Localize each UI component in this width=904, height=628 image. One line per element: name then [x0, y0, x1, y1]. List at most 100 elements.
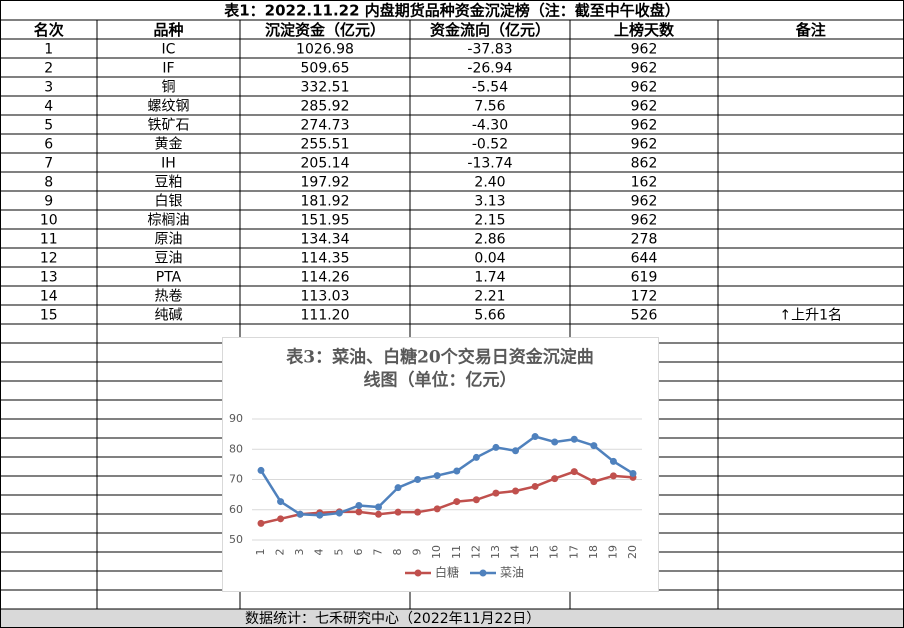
table-cell: 2 — [44, 61, 53, 77]
table-cell: 197.92 — [301, 175, 350, 191]
table-cell: 铁矿石 — [148, 118, 190, 134]
x-tick-label: 19 — [606, 545, 619, 559]
chart-title: 表3：菜油、白糖20个交易日资金沉淀曲 — [286, 347, 594, 368]
table-cell: 255.51 — [301, 137, 350, 153]
x-tick-label: 1 — [254, 549, 267, 556]
table-cell: IH — [161, 156, 176, 172]
point — [609, 472, 617, 480]
point — [453, 498, 461, 506]
point — [492, 489, 500, 497]
x-tick-label: 3 — [293, 549, 306, 556]
point — [570, 435, 578, 443]
table-cell: 162 — [631, 175, 658, 191]
x-tick-label: 15 — [528, 545, 541, 559]
table-cell: 6 — [44, 137, 53, 153]
point — [374, 503, 382, 511]
table-cell: 10 — [40, 213, 58, 229]
point — [512, 487, 520, 495]
x-tick-label: 11 — [450, 545, 463, 559]
table-cell: -0.52 — [472, 137, 508, 153]
point — [355, 508, 363, 516]
table-cell: 151.95 — [301, 213, 350, 229]
table-cell: 619 — [631, 270, 658, 286]
table-cell: 862 — [631, 156, 658, 172]
x-tick-label: 5 — [332, 549, 345, 556]
x-tick-label: 7 — [371, 549, 384, 556]
table-cell: 1 — [44, 42, 53, 58]
table-cell: 172 — [631, 289, 658, 305]
table-cell: 13 — [40, 270, 58, 286]
y-tick-label: 80 — [229, 442, 243, 455]
table-cell: 铜 — [162, 80, 176, 96]
table-cell: 15 — [40, 308, 58, 324]
header-cell: 品种 — [153, 21, 183, 39]
x-tick-label: 9 — [411, 549, 424, 556]
point — [257, 466, 265, 474]
point — [433, 472, 441, 480]
table-cell: 1026.98 — [296, 42, 354, 58]
table-cell: 274.73 — [301, 118, 350, 134]
table-cell: 962 — [631, 99, 658, 115]
table-cell: 2.40 — [474, 175, 505, 191]
table-cell: 332.51 — [301, 80, 350, 96]
table-cell: 棕榈油 — [148, 213, 190, 229]
table-cell: 12 — [40, 251, 58, 267]
table-cell: 8 — [44, 175, 53, 191]
table-cell: 2.86 — [474, 232, 505, 248]
footer-bg — [0, 609, 904, 628]
table-cell: IC — [162, 42, 176, 58]
table-cell: 114.35 — [301, 251, 350, 267]
x-tick-label: 18 — [587, 545, 600, 559]
table-cell: 962 — [631, 194, 658, 210]
point — [492, 443, 500, 451]
y-tick-label: 60 — [229, 503, 243, 516]
y-tick-label: 90 — [229, 412, 243, 425]
point — [414, 476, 422, 483]
table-cell: 3 — [44, 80, 53, 96]
table-cell: 豆油 — [155, 251, 183, 267]
table-cell: 962 — [631, 137, 658, 153]
table-cell: 1.74 — [474, 270, 505, 286]
table-cell: 2.21 — [474, 289, 505, 305]
table-cell: 纯碱 — [155, 308, 183, 324]
x-tick-label: 2 — [274, 549, 287, 556]
table-cell: 962 — [631, 118, 658, 134]
table-cell: 134.34 — [301, 232, 350, 248]
point — [394, 484, 402, 492]
table-cell: 白银 — [155, 194, 183, 210]
point — [551, 475, 559, 483]
table-cell: 526 — [631, 308, 658, 324]
table-cell: 111.20 — [301, 308, 350, 324]
x-tick-label: 17 — [567, 545, 580, 559]
table-cell: -13.74 — [467, 156, 512, 172]
table-cell: 0.04 — [474, 251, 505, 267]
table-cell: 644 — [631, 251, 658, 267]
table-cell: 181.92 — [301, 194, 350, 210]
table-cell: 5 — [44, 118, 53, 134]
point — [374, 510, 382, 518]
table-cell: -4.30 — [472, 118, 508, 134]
point — [472, 453, 480, 461]
x-tick-label: 6 — [352, 549, 365, 556]
x-tick-label: 4 — [313, 549, 326, 556]
point — [257, 519, 265, 527]
table-cell: PTA — [156, 270, 182, 286]
point — [316, 511, 324, 519]
table-cell: 285.92 — [301, 99, 350, 115]
table-cell: 4 — [44, 99, 53, 115]
x-tick-label: 16 — [548, 545, 561, 559]
point — [394, 508, 402, 516]
point — [531, 433, 539, 441]
table-cell: -5.54 — [472, 80, 508, 96]
table-cell: -37.83 — [467, 42, 512, 58]
x-tick-label: 8 — [391, 549, 404, 556]
legend-label: 菜油 — [500, 566, 524, 580]
point — [277, 515, 285, 523]
header-cell: 资金流向（亿元） — [430, 21, 550, 39]
point — [629, 469, 637, 477]
table-cell: ↑上升1名 — [779, 308, 842, 324]
point — [433, 505, 441, 513]
header-cell: 名次 — [34, 21, 64, 39]
legend-marker — [479, 569, 487, 577]
